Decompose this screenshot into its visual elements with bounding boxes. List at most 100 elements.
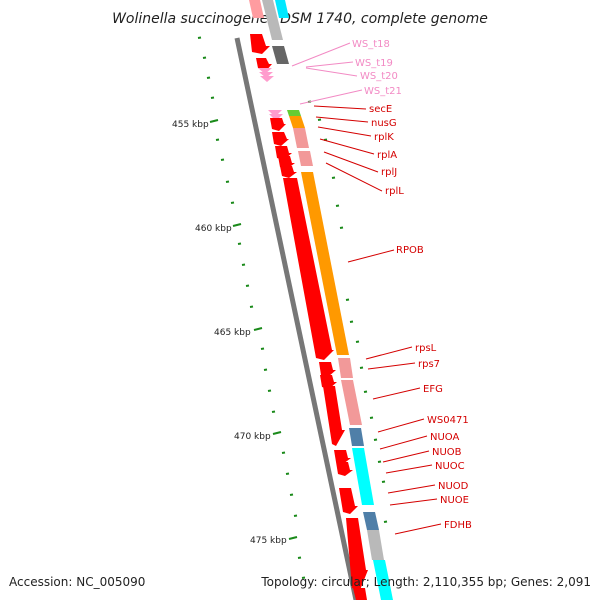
- gc-skew-dash: [197, 36, 202, 39]
- gene-label: WS_t19: [355, 58, 393, 69]
- gc-skew-dash: [335, 204, 340, 207]
- gene-block-cyan: [275, 0, 289, 18]
- gc-skew-dash: [301, 576, 306, 579]
- gene-label: NUOE: [440, 495, 469, 506]
- gc-skew-dash: [373, 438, 378, 441]
- gc-skew-dash: [241, 263, 246, 266]
- genome-backbone: [234, 37, 359, 600]
- gc-skew-dash: [289, 493, 294, 496]
- ruler-label-475: 475 kbp: [250, 536, 287, 546]
- gc-skew-dash: [285, 472, 290, 475]
- gene-label: nusG: [371, 118, 397, 129]
- gc-skew-dash: [210, 96, 215, 99]
- gene-block-gray: [262, 0, 283, 40]
- ruler-tick: [288, 536, 298, 540]
- gene-block-RPOB: [301, 172, 349, 355]
- label-connectors: [291, 42, 442, 535]
- gc-skew-dash: [281, 451, 286, 454]
- label-connector-line: [305, 67, 358, 77]
- gene-label: rplL: [385, 186, 404, 197]
- gc-skew-dash: [377, 460, 382, 463]
- gene-label: rplJ: [381, 167, 397, 178]
- ruler-label-460: 460 kbp: [195, 224, 232, 234]
- label-connector-line: [372, 387, 421, 400]
- gc-skew-dash: [349, 320, 354, 323]
- cds-left-strand: [270, 118, 368, 600]
- gc-skew-dash: [267, 389, 272, 392]
- ruler: 455 kbp 460 kbp 465 kbp 470 kbp 475 kbp: [172, 119, 298, 546]
- label-connector-line: [389, 498, 438, 506]
- gc-skew-dash: [317, 118, 322, 121]
- genome-title: Wolinella succinogenes DSM 1740, complet…: [112, 11, 488, 27]
- gene-label: WS_t18: [352, 39, 390, 50]
- gene-label: WS_t21: [364, 86, 402, 97]
- gc-skew-dash: [230, 201, 235, 204]
- gene-label: rpsL: [415, 343, 437, 354]
- gene-labels: WS_t18 WS_t19 WS_t20 WS_t21 secE nusG rp…: [352, 39, 472, 531]
- gene-label: rplA: [377, 150, 397, 161]
- label-connector-line: [325, 162, 383, 192]
- gc-skew-dash: [225, 180, 230, 183]
- label-connector-line: [367, 362, 416, 370]
- gene-block-FDHB: [363, 512, 379, 530]
- label-connector-line: [394, 523, 442, 535]
- gene-block-rpsL-rps7: [338, 358, 353, 378]
- gc-skew-dash: [345, 298, 350, 301]
- gene-label: WS0471: [427, 415, 469, 426]
- gene-label: EFG: [423, 384, 443, 395]
- label-connector-line: [377, 418, 425, 433]
- gene-block-gray: [367, 530, 384, 560]
- gc-skew-dash: [297, 556, 302, 559]
- ruler-tick: [209, 119, 219, 123]
- gc-skew-dash: [339, 226, 344, 229]
- label-connector-line: [347, 249, 395, 263]
- label-connector-line: [299, 89, 363, 105]
- gene-block-NUO: [352, 448, 374, 505]
- topology-text: Topology: circular; Length: 2,110,355 bp…: [260, 575, 591, 589]
- gc-skew-dash: [249, 305, 254, 308]
- label-connector-line: [385, 464, 433, 474]
- gene-label: NUOC: [435, 461, 465, 472]
- gc-skew-dash: [245, 284, 250, 287]
- ruler-tick: [272, 431, 282, 435]
- label-connector-line: [291, 42, 351, 67]
- label-connector-line: [365, 346, 413, 360]
- gene-block-rplK-rplA: [293, 128, 309, 148]
- gene-label: RPOB: [396, 245, 424, 256]
- gene-label: FDHB: [444, 520, 472, 531]
- gc-skew-dash: [260, 347, 265, 350]
- gc-skew-dash: [355, 340, 360, 343]
- ruler-label-470: 470 kbp: [234, 432, 271, 442]
- gene-block-WS0471: [349, 428, 364, 446]
- gene-label: rps7: [418, 359, 440, 370]
- rna-genes: [258, 68, 283, 121]
- gc-skew-dash: [331, 176, 336, 179]
- label-connector-line: [387, 484, 436, 494]
- gene-label: rplK: [374, 132, 394, 143]
- ruler-tick: [232, 223, 242, 227]
- gc-skew-dash: [237, 242, 242, 245]
- label-connector-line: [379, 435, 428, 450]
- gc-skew-dash: [206, 76, 211, 79]
- gene-block-nusG: [289, 116, 305, 128]
- gene-block-darkgray: [272, 46, 289, 64]
- gene-block-secE: [287, 110, 301, 116]
- gc-skew-dash: [202, 56, 207, 59]
- gene-label: NUOD: [438, 481, 469, 492]
- ruler-label-455: 455 kbp: [172, 120, 209, 130]
- label-connector-line: [305, 61, 354, 68]
- gene-block-rplJ: [298, 151, 313, 166]
- gene-label: NUOA: [430, 432, 459, 443]
- accession-text: Accession: NC_005090: [9, 575, 145, 589]
- gene-label: NUOB: [432, 447, 462, 458]
- cds-arrow: [250, 34, 270, 54]
- gene-label: WS_t20: [360, 71, 398, 82]
- gc-skew-dash: [359, 366, 364, 369]
- label-connector-line: [317, 126, 372, 137]
- gene-block-cyan: [373, 560, 393, 600]
- ruler-tick: [253, 327, 263, 331]
- gc-skew-dash: [383, 520, 388, 523]
- gene-block-EFG: [341, 380, 362, 425]
- gene-label: secE: [369, 104, 392, 115]
